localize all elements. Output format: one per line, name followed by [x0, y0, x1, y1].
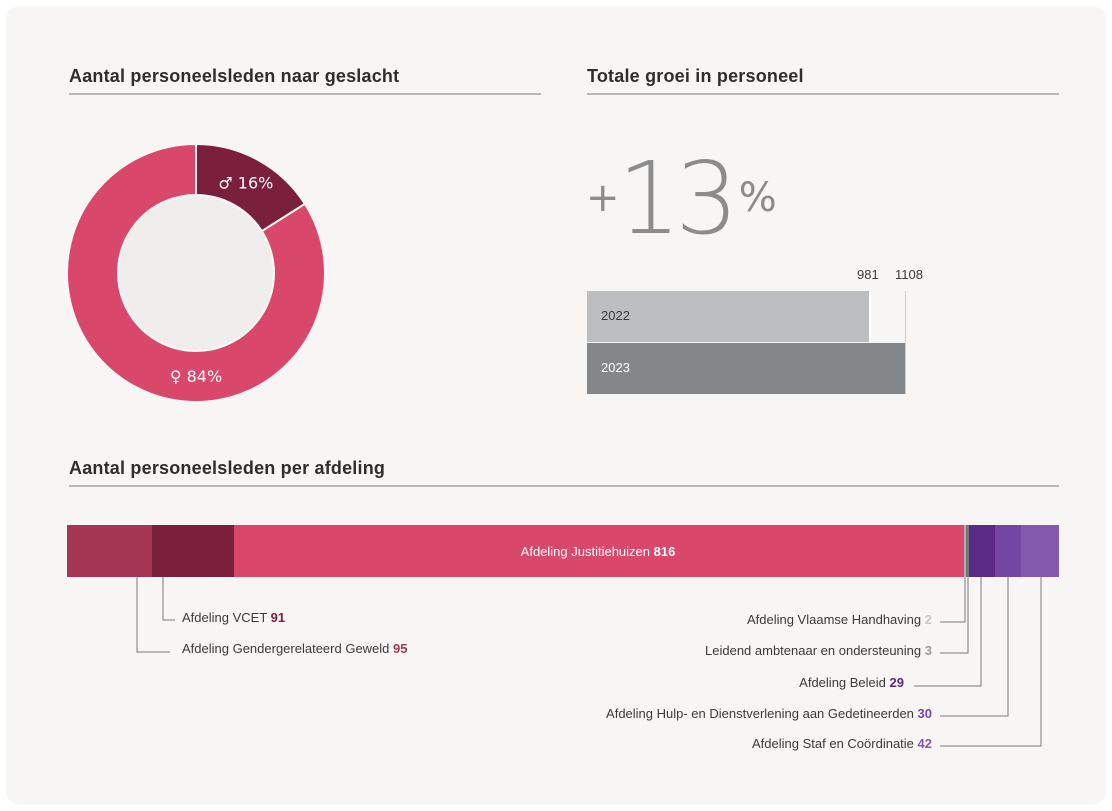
leader-staf [940, 568, 1042, 747]
dept-segment-4 [965, 525, 969, 577]
growth-bar-label: 2022 [601, 308, 630, 323]
donut-slice-1 [66, 142, 326, 403]
leader-gendergerelateerd [136, 568, 170, 653]
donut-label-0: ♂ 16% [218, 173, 273, 192]
dept-segment-1 [152, 525, 234, 577]
gender-section-title: Aantal personeelsleden naar geslacht [69, 66, 400, 86]
dept-inbar-label: Afdeling Justitiehuizen 816 [520, 544, 676, 559]
growth-percentage: +13% [586, 140, 777, 257]
growth-unit: % [738, 175, 777, 221]
dept-label-beleid: Afdeling Beleid 29 [799, 675, 904, 690]
gender-title-rule [69, 93, 541, 95]
growth-number: 13 [617, 140, 739, 257]
dept-label-staf-coordinatie: Afdeling Staf en Coördinatie 42 [752, 736, 932, 751]
dept-label-gendergerelateerd: Afdeling Gendergerelateerd Geweld 95 [182, 641, 408, 656]
growth-bar-label: 2023 [601, 360, 630, 375]
dept-label-vlaamse-handhaving: Afdeling Vlaamse Handhaving 2 [746, 612, 932, 627]
leader-leidend-ambtenaar [940, 568, 969, 654]
growth-title-rule [587, 93, 1059, 95]
growth-section-title: Totale groei in personeel [587, 66, 804, 86]
dept-label-vcet: Afdeling VCET 91 [182, 610, 286, 625]
dept-segment-3 [964, 525, 966, 577]
donut-hole [119, 196, 273, 350]
donut-label-1: ♀ 84% [170, 367, 222, 386]
growth-bar-end-marker [905, 291, 906, 394]
dept-label-hulp-dienstverlening: Afdeling Hulp- en Dienstverlening aan Ge… [606, 706, 932, 721]
growth-bar-2023: 2023 [587, 343, 905, 394]
dept-title-rule [69, 485, 1059, 487]
growth-sign: + [586, 175, 620, 221]
growth-bar-end-marker [869, 291, 871, 342]
dept-segment-7 [1021, 525, 1059, 577]
leader-vlaamse-handhaving [940, 568, 966, 623]
leader-vcet [162, 568, 175, 621]
growth-bar-2022: 2022 [587, 291, 869, 342]
dept-section-title: Aantal personeelsleden per afdeling [69, 458, 386, 478]
leader-hulp [940, 568, 1009, 717]
dept-segment-0 [67, 525, 153, 577]
growth-value-label: 1108 [895, 267, 923, 282]
growth-value-label: 981 [857, 267, 879, 282]
dept-segment-6 [994, 525, 1022, 577]
dept-label-leidend-ambtenaar: Leidend ambtenaar en ondersteuning 3 [705, 643, 932, 658]
leader-beleid [914, 568, 982, 687]
dept-segment-5 [968, 525, 995, 577]
dept-segment-2 [233, 525, 965, 577]
infographic-card [6, 6, 1106, 805]
